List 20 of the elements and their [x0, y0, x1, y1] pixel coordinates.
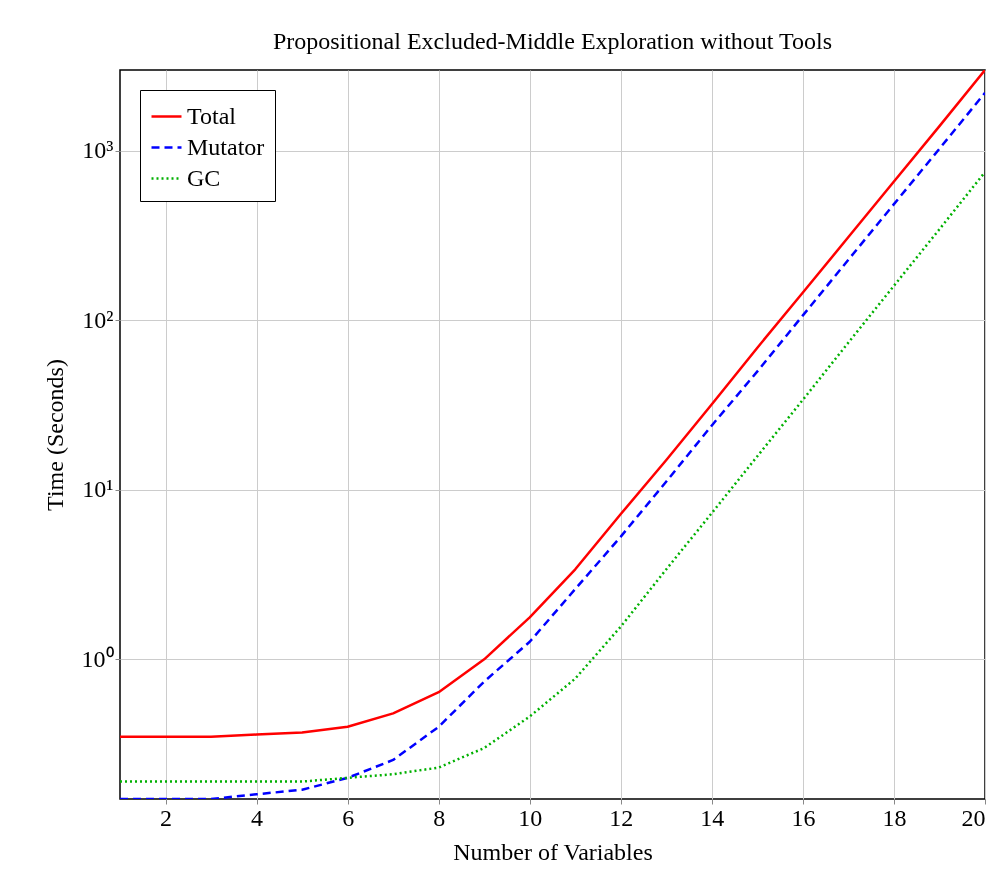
x-tick-label: 16 — [791, 804, 816, 831]
x-tick-label: 20 — [961, 804, 986, 831]
legend-label: Total — [187, 102, 237, 129]
y-axis-title: Time (Seconds) — [41, 359, 68, 511]
chart-title: Propositional Excluded-Middle Exploration without Tools — [272, 28, 833, 54]
y-tick-label: 10⁰ — [81, 645, 114, 672]
x-tick-label: 12 — [609, 804, 634, 831]
legend-label: GC — [187, 164, 221, 191]
legend-label: Mutator — [187, 133, 265, 160]
x-tick-label: 2 — [160, 804, 173, 831]
x-tick-label: 8 — [433, 804, 446, 831]
y-tick-label: 10¹ — [82, 476, 114, 503]
x-tick-label: 4 — [251, 804, 264, 831]
x-tick-label: 14 — [700, 804, 725, 831]
x-tick-label: 18 — [882, 804, 907, 831]
y-tick-label: 10³ — [82, 137, 114, 164]
x-axis-title: Number of Variables — [453, 838, 653, 865]
x-tick-label: 10 — [518, 804, 543, 831]
x-tick-label: 6 — [342, 804, 355, 831]
y-tick-label: 10² — [82, 306, 114, 333]
